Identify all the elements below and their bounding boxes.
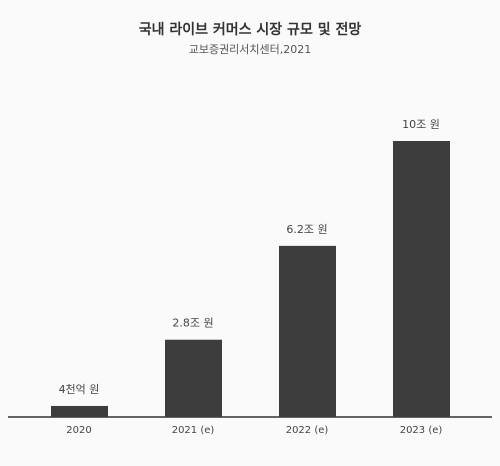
x-tick-label: 2021 (e) — [172, 425, 215, 436]
bar — [393, 141, 450, 417]
data-label: 4천억 원 — [59, 382, 100, 396]
data-label: 10조 원 — [402, 118, 440, 131]
data-label: 6.2조 원 — [286, 223, 327, 236]
chart-subtitle: 교보증권리서치센터,2021 — [189, 43, 312, 56]
x-tick-label: 2022 (e) — [286, 425, 329, 436]
bar — [51, 405, 108, 417]
data-label: 2.8조 원 — [172, 317, 213, 330]
x-tick-label: 2020 — [66, 425, 91, 436]
chart-title: 국내 라이브 커머스 시장 규모 및 전망 — [139, 21, 362, 38]
x-tick-label: 2023 (e) — [400, 425, 443, 436]
bar — [165, 339, 222, 417]
bar — [279, 245, 336, 417]
